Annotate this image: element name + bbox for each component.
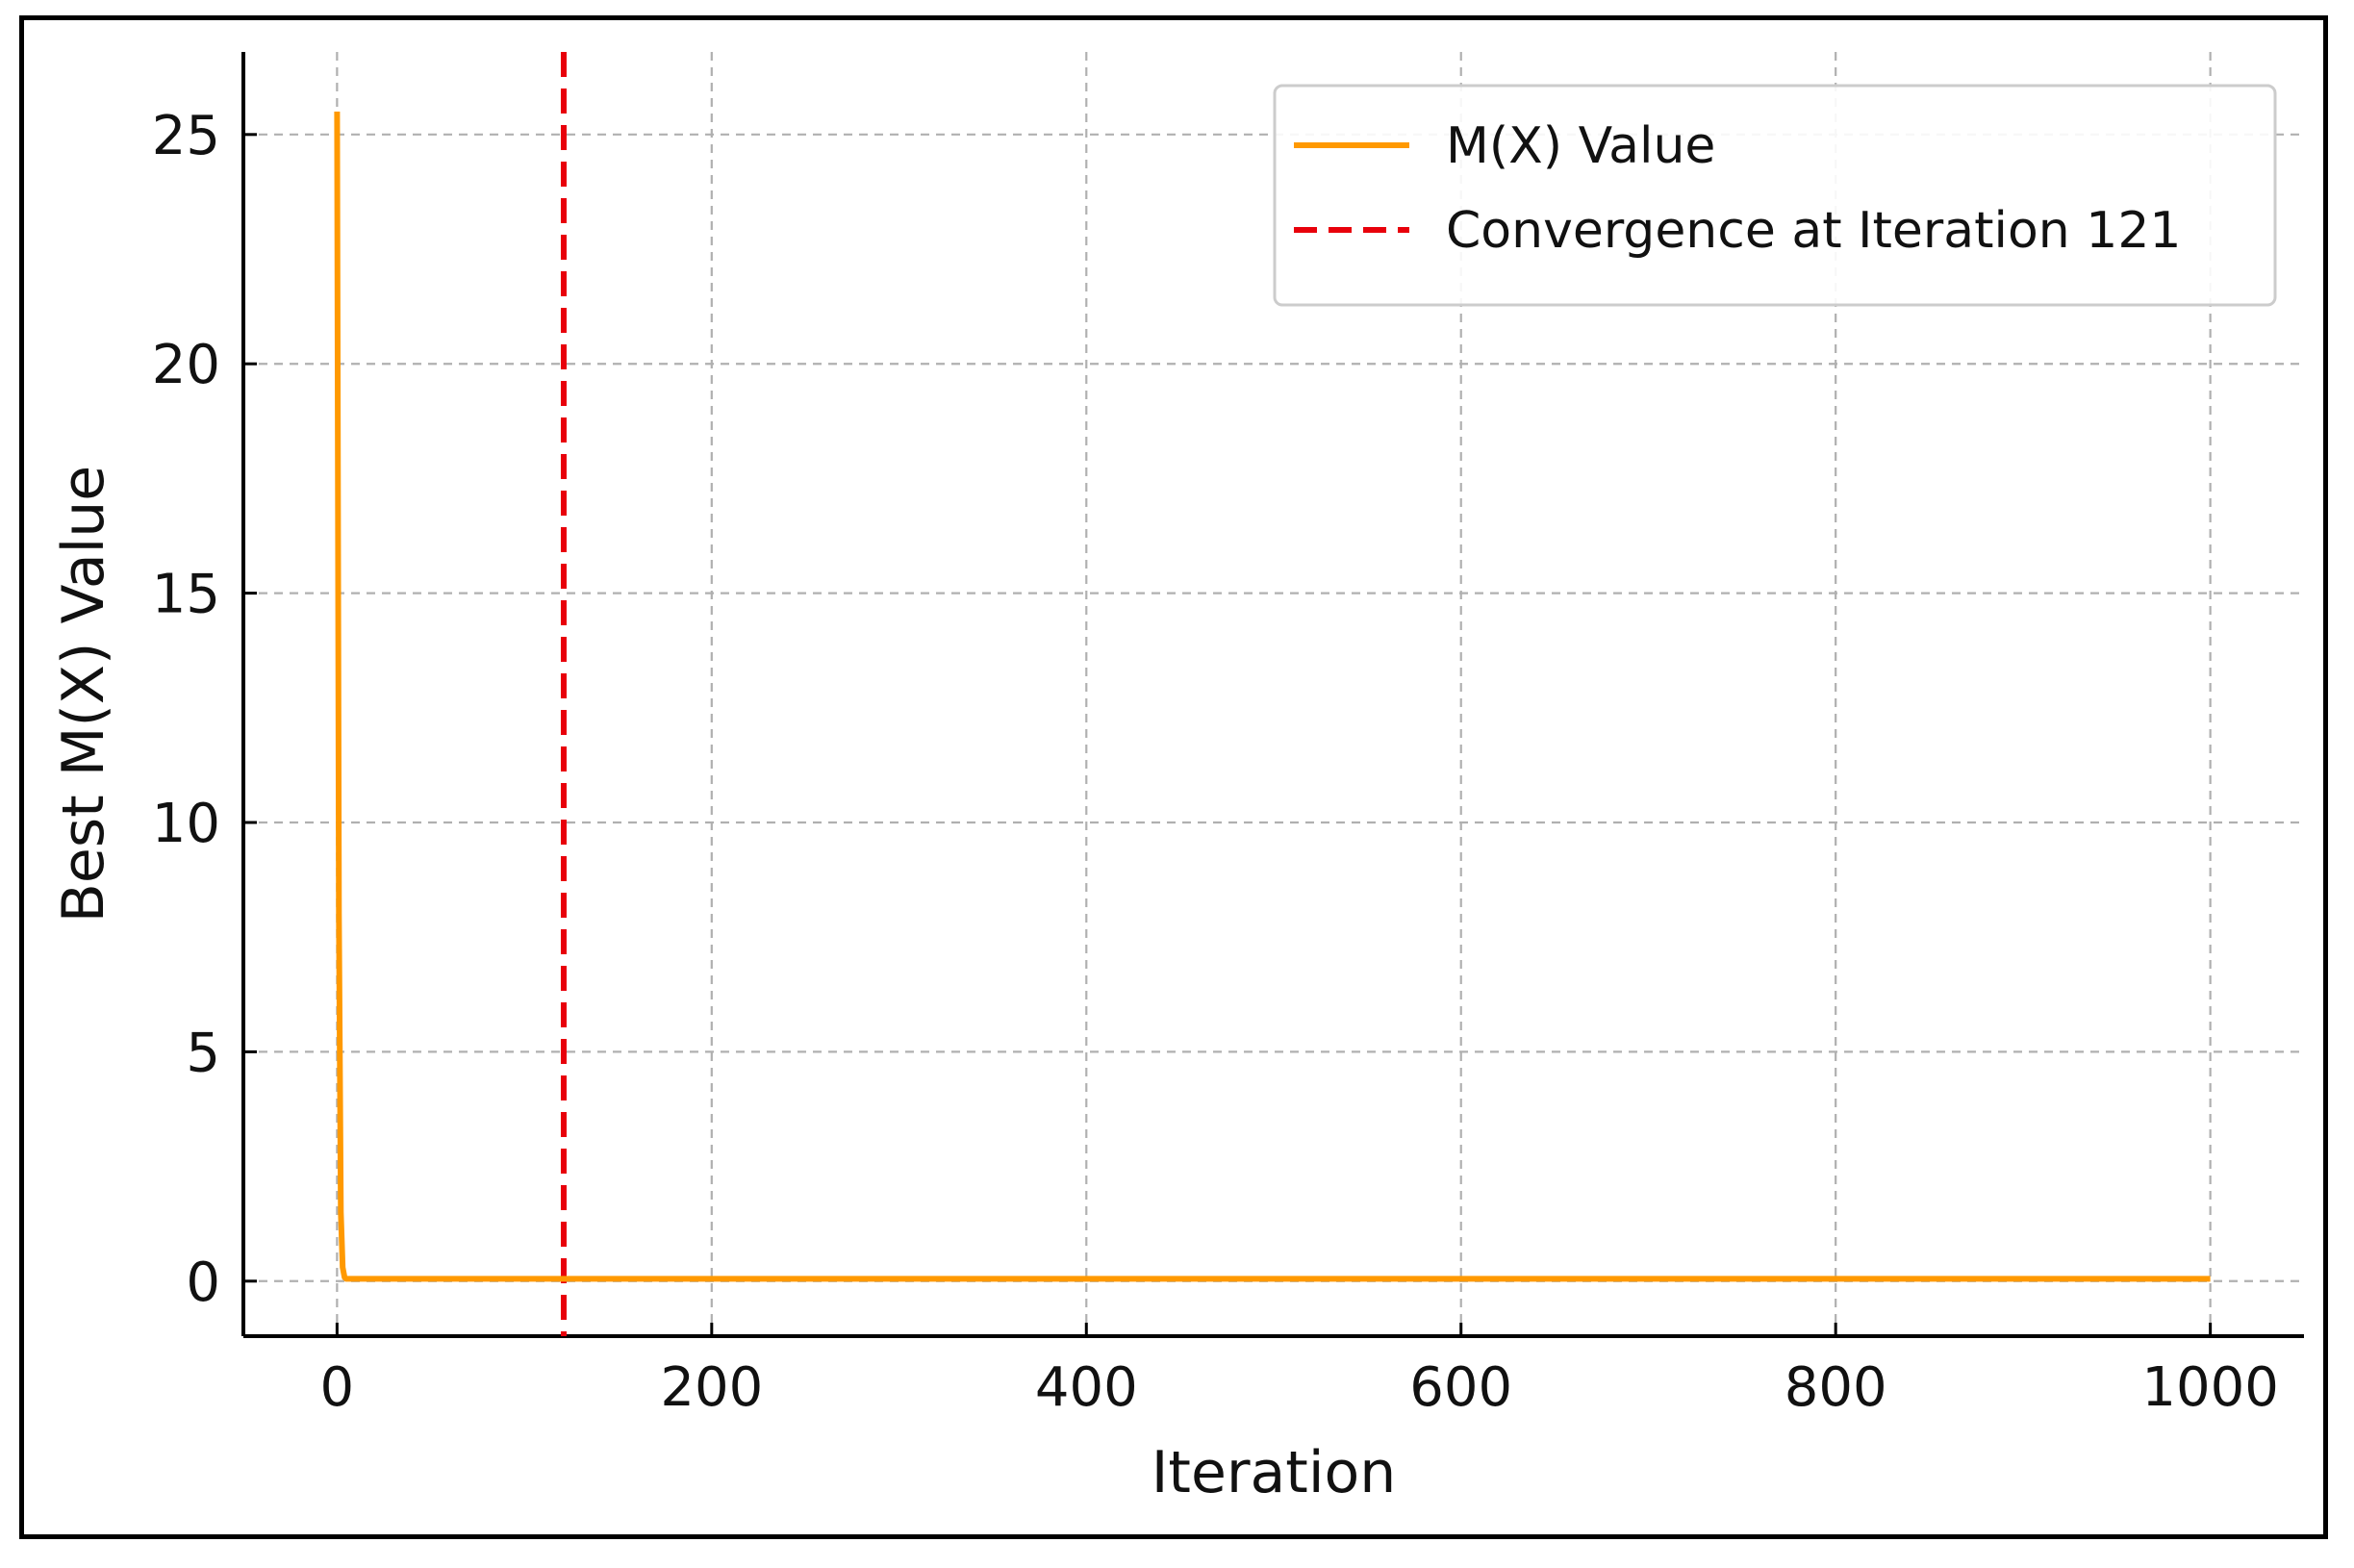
x-axis-title: Iteration [1152,1439,1397,1506]
y-tick-label: 0 [186,1252,220,1314]
y-tick-label: 20 [152,334,220,396]
x-tick-label: 800 [1784,1356,1887,1419]
y-tick-label: 15 [152,564,220,626]
x-tick-label: 400 [1035,1356,1138,1419]
x-tick-label: 600 [1409,1356,1512,1419]
x-tick-label: 1000 [2141,1356,2279,1419]
chart-frame: 0 200 400 600 800 1000 0 5 10 15 20 25 Iteration Best… [19,15,2328,1539]
line-chart: 0 200 400 600 800 1000 0 5 10 15 20 25 Iteration Best… [50,52,2304,1506]
y-axis-title: Best M(X) Value [50,466,117,923]
x-tick-label: 200 [660,1356,763,1419]
y-tick-label: 10 [152,793,220,855]
legend-box [1273,84,2277,307]
series-line [334,111,2211,1282]
y-tick-label: 5 [186,1022,220,1084]
y-tick-label: 25 [152,105,220,167]
legend-label: M(X) Value [1446,117,1715,175]
legend-label: Convergence at Iteration 121 [1446,202,2182,260]
x-tick-label: 0 [320,1356,355,1419]
